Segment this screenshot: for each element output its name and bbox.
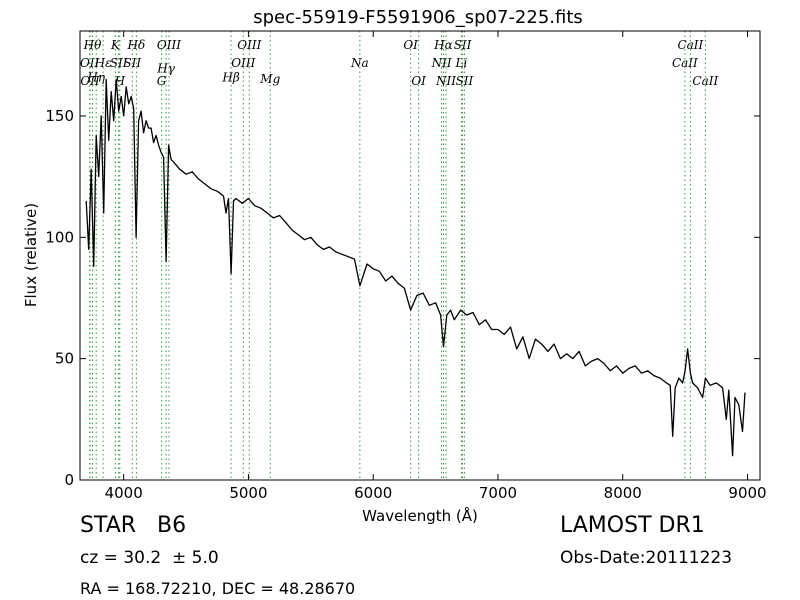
spectral-line-label: Hε: [94, 56, 112, 70]
axis-ticks: 4000 5000 6000 7000 8000 9000 0 50 100 150: [45, 31, 767, 502]
spectral-line-label: OII: [80, 74, 100, 88]
spectral-line-label: NII: [431, 56, 452, 70]
plot-frame: [79, 30, 761, 481]
y-tick-label: 50: [55, 350, 74, 368]
sky-coordinates: RA = 168.72210, DEC = 48.28670: [80, 579, 356, 598]
spectral-line-label: OI: [403, 38, 418, 52]
spectral-line-label: SII: [110, 56, 128, 70]
spectral-line-label: NII: [435, 74, 456, 88]
spectral-line-label: Hδ: [127, 38, 146, 52]
survey-name: LAMOST DR1: [560, 513, 705, 538]
spectral-line-label: Hβ: [221, 70, 239, 84]
spectral-line-label: K: [110, 38, 121, 52]
x-tick-label: 8000: [604, 484, 642, 502]
spectral-line-label: Mg: [259, 72, 280, 86]
spectral-line-label: Hθ: [83, 38, 102, 52]
spectral-line-markers: OIIOIIHθHηHεKHSIISIIHδGHγOIIIHβOIIIOIIIM…: [80, 31, 719, 480]
spectral-line-label: CaII: [677, 38, 703, 52]
spectral-line-label: SII: [454, 38, 472, 52]
observation-date: Obs-Date:20111223: [560, 548, 733, 568]
spectrum-line: [85, 78, 746, 457]
x-tick-label: 4000: [105, 484, 143, 502]
x-tick-label: 7000: [479, 484, 517, 502]
chart-title: spec-55919-F5591906_sp07-225.fits: [253, 7, 583, 28]
x-tick-label: 9000: [728, 484, 766, 502]
spectral-line-label: OIII: [231, 56, 255, 70]
y-tick-label: 0: [64, 471, 74, 489]
spectral-line-label: Hγ: [156, 61, 175, 75]
spectral-line-label: OIII: [237, 38, 261, 52]
spectrum-series: [85, 78, 746, 457]
object-type: STAR B6: [80, 513, 187, 538]
y-axis-label: Flux (relative): [22, 203, 40, 307]
spectral-line-label: CaII: [692, 74, 718, 88]
redshift-readout: cz = 30.2 ± 5.0: [80, 548, 219, 568]
x-tick-label: 6000: [354, 484, 392, 502]
y-tick-label: 100: [45, 228, 74, 246]
spectral-line-label: SII: [456, 74, 474, 88]
x-tick-label: 5000: [229, 484, 267, 502]
spectral-line-label: Na: [350, 56, 369, 70]
spectral-line-label: Hη: [86, 70, 105, 84]
spectral-line-label: OI: [411, 74, 426, 88]
spectral-line-label: G: [157, 74, 167, 88]
x-axis-label: Wavelength (Å): [362, 506, 478, 525]
spectral-line-label: CaII: [672, 56, 698, 70]
spectral-line-label: Li: [455, 56, 468, 70]
spectral-line-label: Hα: [433, 38, 453, 52]
spectral-line-label: SII: [123, 56, 141, 70]
y-tick-label: 150: [45, 107, 74, 125]
spectral-line-label: OIII: [157, 38, 181, 52]
